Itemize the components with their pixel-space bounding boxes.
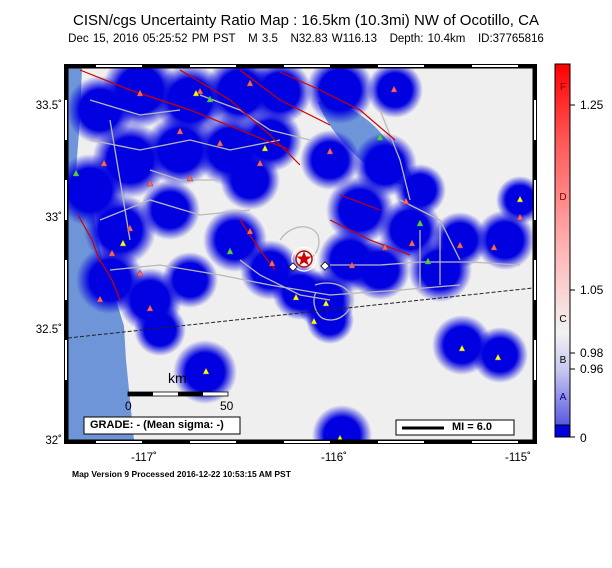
grade-box-frame xyxy=(83,416,241,435)
epicenter xyxy=(291,246,317,272)
event-location: N32.83 W116.13 xyxy=(290,33,377,45)
lon-label-116: -116˚ xyxy=(321,452,347,464)
scale-start: 0 xyxy=(125,399,132,413)
scale-unit: km xyxy=(168,370,187,386)
faults xyxy=(77,69,411,301)
event-depth: Depth: 10.4km xyxy=(389,33,466,45)
city-markers xyxy=(288,261,330,272)
event-info: Dec 15, 2016 05:25:52 PM PST M 3.5 N32.8… xyxy=(0,33,612,45)
lat-label-32: 32˚ xyxy=(45,435,62,447)
stations-seismic xyxy=(119,89,524,440)
colorbar-label-1-25: 1.25 xyxy=(580,98,604,112)
colorbar-label-0: 0 xyxy=(580,431,587,445)
scale-end: 50 xyxy=(220,399,234,413)
lon-label-117: -117˚ xyxy=(131,452,157,464)
grade-letter-d: D xyxy=(559,192,567,203)
lat-label-32-5: 32.5˚ xyxy=(35,324,62,336)
lat-label-33: 33˚ xyxy=(45,212,62,224)
colorbar-ticks xyxy=(570,104,575,438)
event-id: ID:37765816 xyxy=(477,33,544,45)
mi-label: MI = 6.0 xyxy=(452,421,493,433)
lon-label-115: -115˚ xyxy=(505,452,531,464)
scale-bar xyxy=(127,391,229,397)
colorbar-label-1-05: 1.05 xyxy=(580,283,604,297)
event-date: Dec 15, 2016 05:25:52 PM PST xyxy=(68,33,236,45)
stations-intensity xyxy=(96,79,524,312)
grade-letter-b: B xyxy=(559,355,567,366)
roads xyxy=(89,94,521,321)
mi-box-frame xyxy=(395,419,515,436)
grade-label: GRADE: - (Mean sigma: -) xyxy=(90,419,224,431)
lat-label-33-5: 33.5˚ xyxy=(35,100,62,112)
map-title: CISN/cgs Uncertainty Ratio Map : 16.5km … xyxy=(73,12,539,29)
stations-other xyxy=(72,95,432,265)
map-border-ticks-white xyxy=(65,65,536,443)
ocean xyxy=(68,68,134,440)
colorbar-bottom-swatch xyxy=(554,424,571,438)
colorbar-label-0-98: 0.98 xyxy=(580,346,604,360)
colorbar xyxy=(554,63,571,438)
event-magnitude: M 3.5 xyxy=(248,33,278,45)
colorbar-label-0-96: 0.96 xyxy=(580,362,604,376)
grade-letter-f: F xyxy=(559,82,567,93)
grade-letter-a: A xyxy=(559,392,567,403)
grade-letter-c: C xyxy=(559,314,567,325)
map-area xyxy=(68,68,533,440)
map-version-footer: Map Version 9 Processed 2016-12-22 10:53… xyxy=(72,469,291,479)
